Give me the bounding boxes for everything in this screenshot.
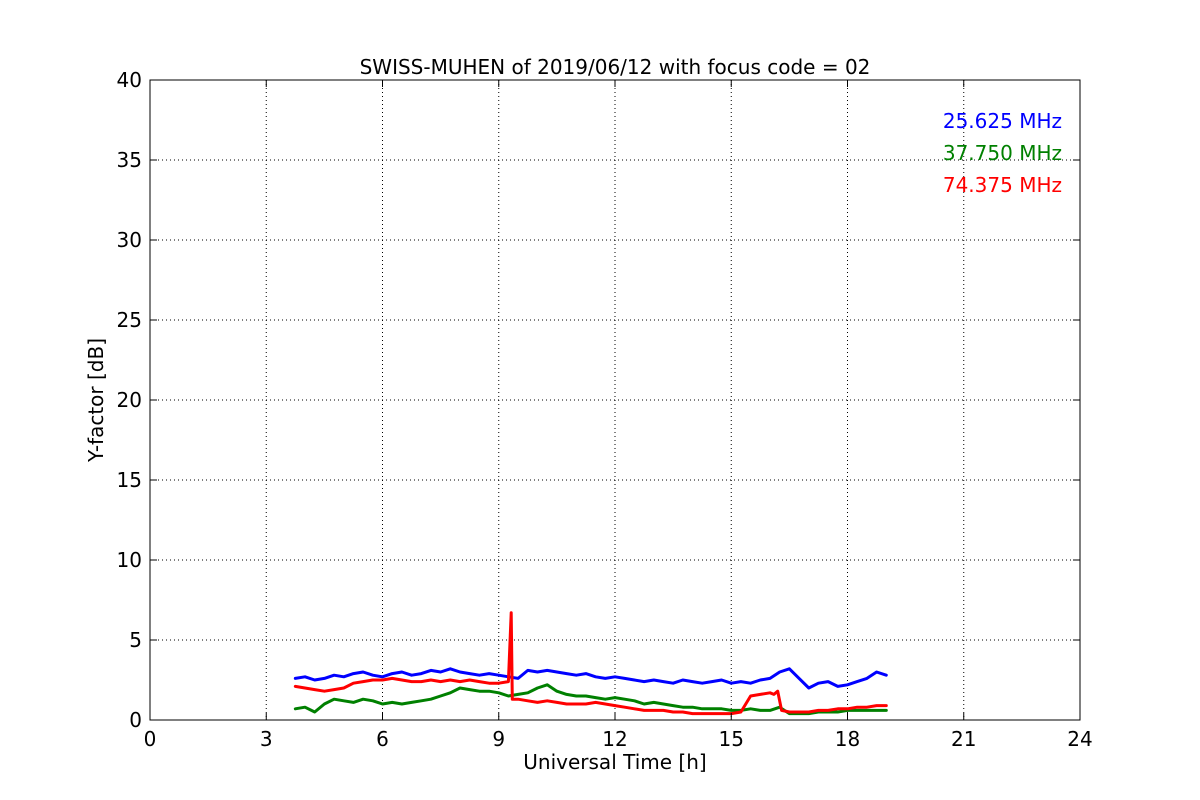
- ticks: 0 3 6 9 12 15 18 21 24 0 5 10 15 20 25 30 35 40: [117, 68, 1093, 751]
- y-tick-label: 20: [117, 388, 142, 412]
- y-tick-label: 5: [129, 628, 142, 652]
- x-tick-label: 3: [260, 727, 273, 751]
- chart-title: SWISS-MUHEN of 2019/06/12 with focus cod…: [360, 55, 871, 79]
- series-line-3: [293, 611, 888, 716]
- grid: [150, 80, 1080, 720]
- x-tick-label: 21: [951, 727, 976, 751]
- x-tick-label: 9: [492, 727, 505, 751]
- y-tick-label: 35: [117, 148, 142, 172]
- y-tick-label: 10: [117, 548, 142, 572]
- y-tick-label: 0: [129, 708, 142, 732]
- x-tick-label: 15: [719, 727, 744, 751]
- x-axis-title: Universal Time [h]: [523, 750, 706, 774]
- x-tick-label: 12: [602, 727, 627, 751]
- y-tick-label: 25: [117, 308, 142, 332]
- y-tick-label: 15: [117, 468, 142, 492]
- y-tick-label: 30: [117, 228, 142, 252]
- legend-entry-1: 25.625 MHz: [943, 109, 1062, 133]
- x-tick-label: 24: [1067, 727, 1092, 751]
- x-tick-label: 0: [144, 727, 157, 751]
- legend-entry-3: 74.375 MHz: [943, 173, 1062, 197]
- y-axis-title: Y-factor [dB]: [84, 338, 108, 463]
- legend: 25.625 MHz 37.750 MHz 74.375 MHz: [943, 109, 1062, 197]
- y-tick-label: 40: [117, 68, 142, 92]
- x-tick-label: 6: [376, 727, 389, 751]
- series-layer: [293, 611, 888, 716]
- series-line-1: [293, 667, 888, 690]
- x-tick-label: 18: [835, 727, 860, 751]
- legend-entry-2: 37.750 MHz: [943, 141, 1062, 165]
